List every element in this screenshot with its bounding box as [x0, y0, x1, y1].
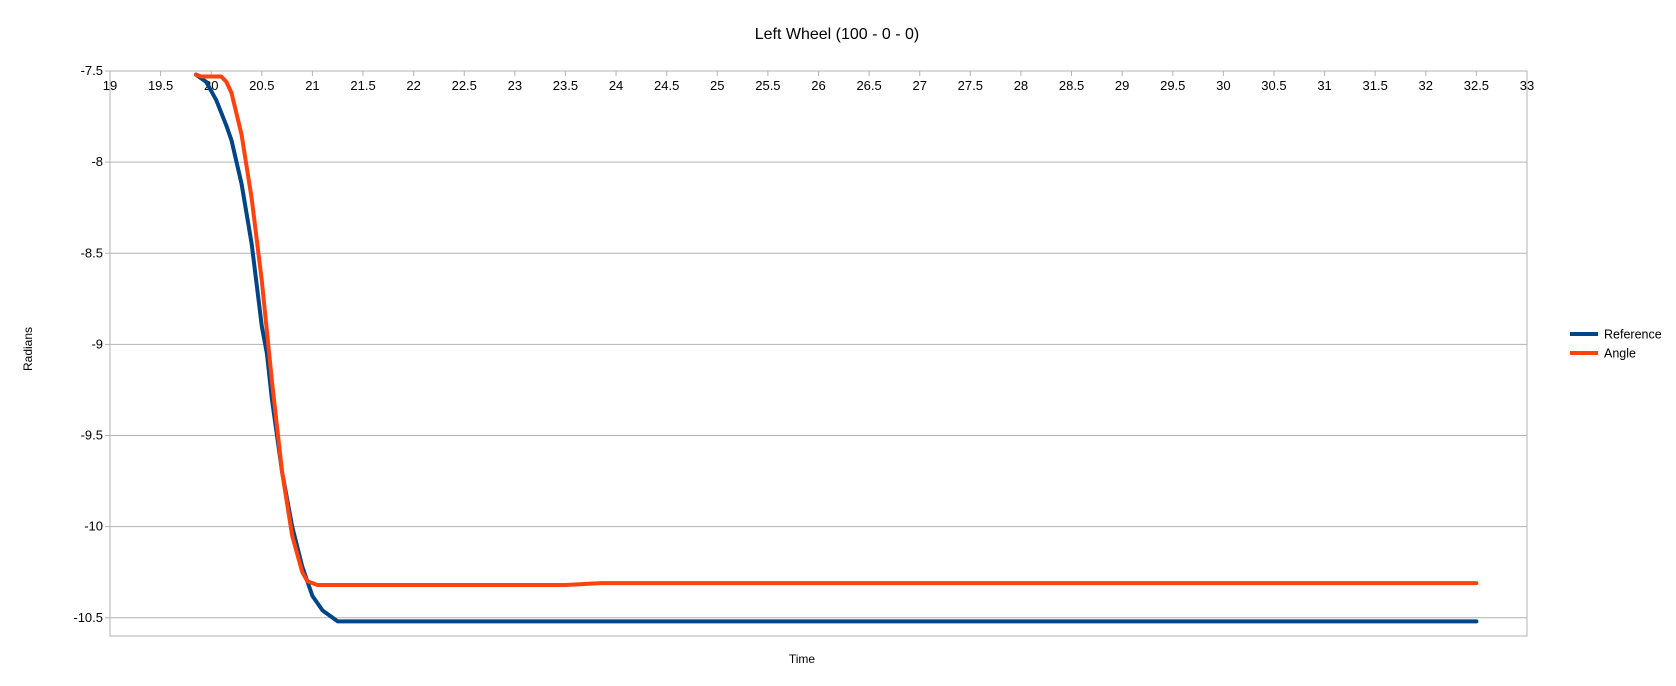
x-tick-label: 25.5 [755, 78, 780, 93]
x-tick-label: 24.5 [654, 78, 679, 93]
x-tick-label: 23.5 [553, 78, 578, 93]
y-axis-ticks: -7.5 -8 -8.5 -9 -9.5 -10 -10.5 [73, 63, 110, 625]
x-tick-label: 22 [406, 78, 420, 93]
legend-label-angle: Angle [1604, 347, 1636, 361]
x-tick-label: 27 [912, 78, 926, 93]
x-tick-label: 29 [1115, 78, 1129, 93]
x-tick-label: 24 [609, 78, 623, 93]
x-tick-label: 21 [305, 78, 319, 93]
x-tick-label: 26 [811, 78, 825, 93]
x-tick-label: 33 [1520, 78, 1534, 93]
y-tick-label: -9.5 [81, 428, 103, 443]
x-tick-label: 30.5 [1261, 78, 1286, 93]
x-tick-label: 20.5 [249, 78, 274, 93]
x-tick-label: 21.5 [350, 78, 375, 93]
chart-title: Left Wheel (100 - 0 - 0) [755, 26, 920, 43]
x-tick-label: 32 [1419, 78, 1433, 93]
x-tick-label: 25 [710, 78, 724, 93]
legend-label-reference: Reference [1604, 328, 1662, 342]
x-tick-label: 31 [1317, 78, 1331, 93]
y-tick-label: -10 [84, 519, 103, 534]
y-tick-label: -8.5 [81, 245, 103, 260]
series-line-angle [194, 72, 1479, 587]
x-tick-label: 32.5 [1464, 78, 1489, 93]
x-tick-label: 30 [1216, 78, 1230, 93]
x-tick-label: 28.5 [1059, 78, 1084, 93]
x-tick-label: 22.5 [452, 78, 477, 93]
series-lines [194, 72, 1479, 624]
y-tick-label: -7.5 [81, 63, 103, 78]
y-tick-label: -10.5 [73, 610, 103, 625]
y-tick-label: -9 [91, 336, 103, 351]
x-tick-label: 26.5 [856, 78, 881, 93]
legend: Reference Angle [1570, 328, 1662, 361]
x-tick-label: 19.5 [148, 78, 173, 93]
x-axis-ticks: 19 19.5 20 20.5 21 21.5 22 22.5 23 23.5 24 24.5 25 25… [103, 71, 1534, 93]
x-tick-label: 27.5 [958, 78, 983, 93]
x-tick-label: 23 [508, 78, 522, 93]
series-line-reference [194, 72, 1479, 624]
x-tick-label: 29.5 [1160, 78, 1185, 93]
y-tick-label: -8 [91, 154, 103, 169]
x-tick-label: 28 [1014, 78, 1028, 93]
x-tick-label: 19 [103, 78, 117, 93]
x-axis-title: Time [789, 652, 816, 666]
x-tick-label: 31.5 [1363, 78, 1388, 93]
y-axis-title: Radians [21, 327, 35, 371]
